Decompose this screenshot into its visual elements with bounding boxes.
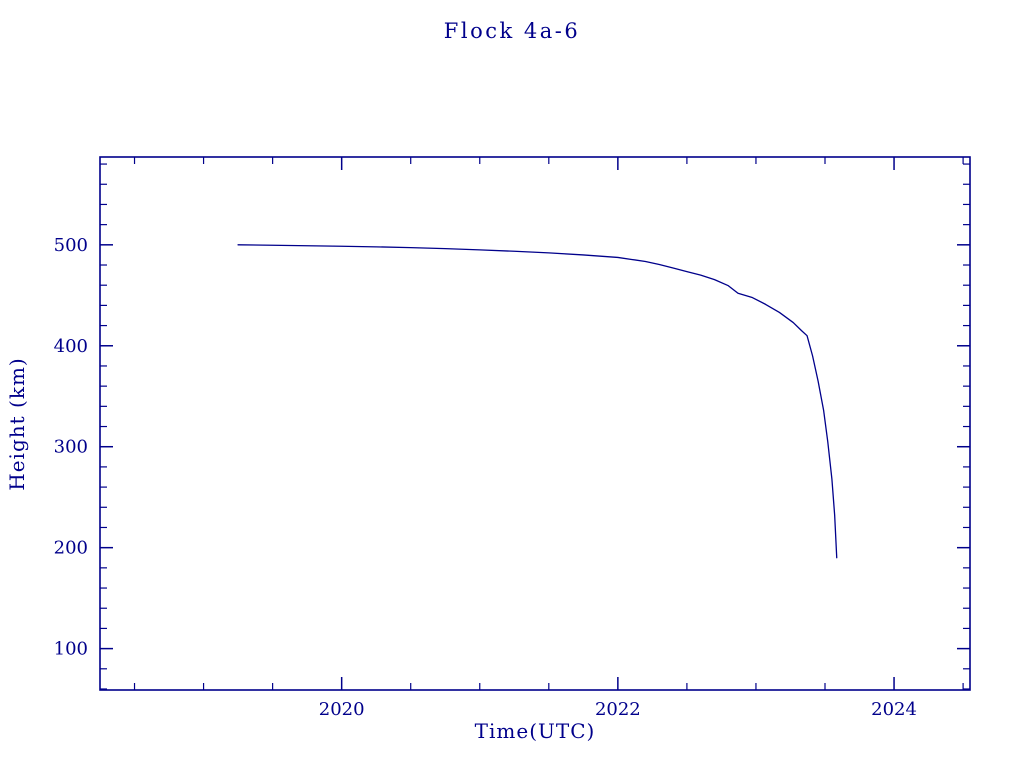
y-tick-label: 100 [54, 639, 88, 660]
y-tick-label: 400 [54, 336, 88, 357]
chart-title: Flock 4a-6 [443, 19, 581, 43]
y-tick-label: 200 [54, 538, 88, 559]
data-series-line [237, 244, 838, 559]
y-axis-label: Height (km) [5, 357, 29, 491]
plot-frame [99, 156, 971, 691]
y-tick-label: 300 [54, 437, 88, 458]
x-tick-label: 2022 [595, 699, 641, 720]
x-tick-label: 2024 [871, 699, 917, 720]
x-axis-label: Time(UTC) [474, 719, 596, 743]
x-tick-label: 2020 [319, 699, 365, 720]
y-tick-label: 500 [54, 235, 88, 256]
